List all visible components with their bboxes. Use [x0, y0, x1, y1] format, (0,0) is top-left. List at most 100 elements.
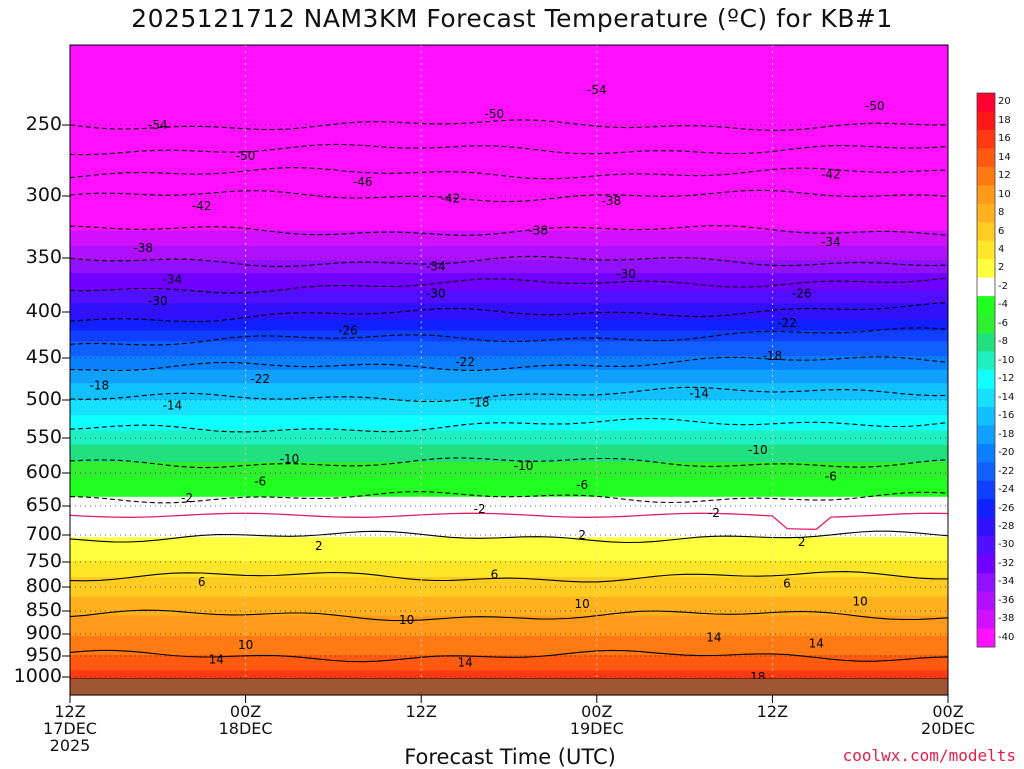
colorbar-swatch — [977, 406, 995, 426]
chart-title: 2025121712 NAM3KM Forecast Temperature (… — [131, 4, 893, 33]
contour-label: -42 — [821, 168, 841, 182]
contour-line — [69, 649, 949, 663]
colorbar-label: -34 — [998, 576, 1015, 588]
y-tick-label: 650 — [25, 494, 62, 516]
y-tick-label: 850 — [25, 599, 62, 621]
contour-label: -18 — [470, 395, 490, 409]
colorbar-swatch — [977, 240, 995, 260]
colorbar-swatch — [977, 610, 995, 629]
colorbar-swatch — [977, 93, 995, 112]
contour-label: 14 — [457, 655, 472, 669]
contour-label: -18 — [89, 379, 109, 393]
y-tick-label: 400 — [25, 300, 62, 322]
contour-line — [69, 417, 949, 433]
contour-label: -30 — [426, 287, 446, 301]
colorbar-label: -26 — [998, 502, 1015, 514]
contour-label: -2 — [474, 502, 486, 516]
contour-label: -14 — [689, 386, 709, 400]
contour-label: -34 — [163, 273, 183, 287]
y-tick-label: 900 — [25, 622, 62, 644]
x-axis-title: Forecast Time (UTC) — [404, 745, 616, 769]
y-tick-label: 800 — [25, 575, 62, 597]
y-tick-label: 700 — [25, 523, 62, 545]
colorbar-label: -2 — [998, 280, 1008, 292]
contour-label: -50 — [865, 99, 885, 113]
colorbar-label: 14 — [998, 151, 1011, 163]
ground-band — [70, 679, 948, 695]
colorbar-swatch — [977, 148, 995, 168]
contour-label: -2 — [181, 491, 193, 505]
credit-text: coolwx.com/modelts — [842, 746, 1016, 765]
contour-label: 2 — [315, 539, 323, 553]
contour-label: -22 — [777, 316, 797, 330]
colorbar-label: 18 — [998, 114, 1011, 126]
contour-line — [69, 277, 949, 294]
colorbar-swatch — [977, 554, 995, 574]
contour-label: -6 — [576, 478, 588, 492]
contour-line — [69, 386, 949, 403]
colorbar-label: 8 — [998, 207, 1005, 219]
colorbar-swatch — [977, 296, 995, 315]
contour-line — [69, 571, 949, 583]
y-tick-label: 600 — [25, 461, 62, 483]
y-tick-label: 350 — [25, 246, 62, 268]
contour-label: 14 — [809, 637, 824, 651]
y-tick-label: 250 — [25, 113, 62, 135]
plot-frame — [69, 44, 949, 696]
colorbar-label: 12 — [998, 170, 1011, 182]
x-tick-label: 00Z 19DEC — [569, 702, 624, 738]
colorbar-label: -4 — [998, 299, 1008, 311]
colorbar-label: -30 — [998, 539, 1015, 551]
contour-label: 10 — [399, 613, 414, 627]
contour-label: -38 — [133, 241, 153, 255]
contour-label: -42 — [192, 199, 212, 213]
contour-label: -26 — [792, 287, 812, 301]
contour-label: 10 — [238, 638, 253, 652]
temperature-field — [70, 45, 948, 696]
colorbar-label: 2 — [998, 262, 1005, 274]
contour-labels: -54 -50 -54 -50 -50 -46 -42 -42 -42 -38 -38 -38 -34 -… — [89, 83, 884, 684]
contour-label: 10 — [575, 597, 590, 611]
colorbar-frame — [976, 92, 996, 648]
contour-line — [69, 302, 949, 323]
colorbar-label: -8 — [998, 336, 1008, 348]
contour-label: -54 — [148, 118, 168, 132]
colorbar-label: -12 — [998, 373, 1015, 385]
contour-line — [69, 457, 949, 469]
contour-line — [69, 609, 949, 622]
contour-label: -22 — [455, 355, 475, 369]
contour-label: -22 — [250, 372, 270, 386]
colorbar-label: 4 — [998, 243, 1005, 255]
y-tick-label: 500 — [25, 388, 62, 410]
colorbar-swatch — [977, 333, 995, 352]
colorbar-swatch — [977, 259, 995, 279]
colorbar-label: -14 — [998, 391, 1015, 403]
x-tick-label: 12Z 17DEC 2025 — [43, 702, 97, 755]
y-tick-label: 300 — [25, 184, 62, 206]
colorbar-label: -10 — [998, 354, 1015, 366]
contour-label: -2 — [708, 506, 720, 520]
contour-label: -50 — [485, 107, 505, 121]
contour-label: 10 — [853, 594, 868, 608]
x-tick-label: 00Z 18DEC — [218, 702, 273, 738]
contour-label: -38 — [528, 224, 548, 238]
contour-label: -26 — [338, 323, 358, 337]
contour-label: -54 — [587, 83, 607, 97]
contour-line — [69, 167, 949, 180]
contour-label: -6 — [254, 475, 266, 489]
contour-line — [69, 119, 949, 131]
contour-label: 6 — [783, 577, 791, 591]
colorbar-swatch — [977, 129, 995, 149]
freezing-line — [69, 512, 949, 530]
colorbar-label: -40 — [998, 631, 1015, 643]
contour-label: 6 — [198, 575, 206, 589]
colorbar-swatch — [977, 573, 995, 592]
colorbar-label: 10 — [998, 188, 1011, 200]
colorbar-swatch — [977, 203, 995, 223]
y-tick-label: 450 — [25, 346, 62, 368]
contour-label: -10 — [280, 452, 300, 466]
contour-label: 6 — [491, 568, 499, 582]
contour-label: 2 — [578, 528, 586, 542]
colorbar-swatch — [977, 517, 995, 537]
